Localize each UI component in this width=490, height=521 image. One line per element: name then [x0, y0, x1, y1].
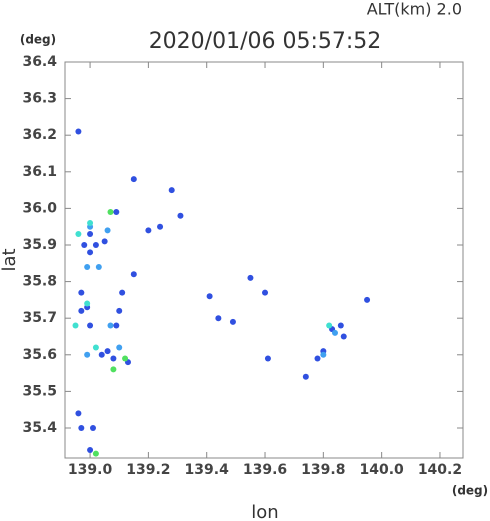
echo-point	[262, 289, 269, 296]
echo-point	[78, 424, 85, 431]
y-tick-label: 36.2	[22, 127, 57, 143]
subtitle: ALT(km) 2.0	[367, 0, 462, 19]
echo-point	[229, 318, 236, 325]
y-axis-label: lat	[0, 248, 20, 271]
x-tick-label: 139.8	[301, 462, 345, 478]
echo-point	[113, 209, 120, 216]
echo-point	[130, 271, 137, 278]
echo-point	[87, 220, 94, 227]
y-tick-label: 36.1	[22, 164, 57, 180]
echo-point	[89, 424, 96, 431]
echo-point	[302, 373, 309, 380]
echo-point	[122, 355, 129, 362]
echo-point	[87, 231, 94, 238]
echo-point	[337, 322, 344, 329]
x-tick-label: 140.0	[360, 462, 405, 478]
echo-point	[320, 351, 327, 358]
x-tick-label: 139.4	[185, 462, 230, 478]
echo-point	[78, 289, 85, 296]
x-unit: (deg)	[452, 484, 488, 498]
echo-point	[84, 351, 91, 358]
echo-point	[98, 351, 105, 358]
y-tick-label: 35.5	[22, 383, 57, 399]
y-tick-label: 36.0	[22, 200, 57, 216]
x-tick-label: 139.0	[68, 462, 113, 478]
echo-point	[110, 355, 117, 362]
echo-point	[104, 227, 111, 234]
echo-point	[364, 296, 371, 303]
x-tick-label: 139.6	[243, 462, 287, 478]
echo-point	[104, 348, 111, 355]
echo-point	[145, 227, 152, 234]
y-unit: (deg)	[20, 33, 56, 47]
echo-point	[81, 241, 88, 248]
x-tick-label: 139.2	[126, 462, 170, 478]
echo-point	[87, 249, 94, 256]
echo-point	[92, 450, 99, 457]
echo-point	[107, 209, 114, 216]
echo-point	[84, 300, 91, 307]
echo-point	[110, 366, 117, 373]
echo-point	[206, 293, 213, 300]
echo-point	[87, 446, 94, 453]
x-tick-label: 140.2	[418, 462, 462, 478]
y-tick-label: 35.9	[22, 237, 57, 253]
echo-point	[95, 263, 102, 270]
y-tick-label: 35.4	[22, 420, 57, 436]
echo-point	[340, 333, 347, 340]
echo-point	[215, 315, 222, 322]
echo-point	[247, 274, 254, 281]
plot-frame	[64, 61, 464, 459]
echo-point	[264, 355, 271, 362]
y-tick-label: 35.7	[22, 310, 57, 326]
echo-point	[130, 176, 137, 183]
echo-point	[87, 322, 94, 329]
echo-point	[116, 307, 123, 314]
echo-point	[314, 355, 321, 362]
echo-point	[326, 322, 333, 329]
echo-point	[168, 187, 175, 194]
echo-point	[107, 322, 114, 329]
x-axis-label: lon	[251, 502, 278, 521]
echo-point	[84, 263, 91, 270]
y-tick-label: 35.8	[22, 274, 57, 290]
echo-point	[75, 231, 82, 238]
echo-point	[331, 329, 338, 336]
echo-point	[157, 223, 164, 230]
y-tick-label: 36.3	[22, 91, 57, 107]
echo-point	[75, 128, 82, 135]
echo-point	[177, 212, 184, 219]
chart-title: 2020/01/06 05:57:52	[149, 29, 382, 54]
echo-point	[113, 322, 120, 329]
echo-point	[75, 410, 82, 417]
y-tick-label: 36.4	[22, 54, 57, 70]
echo-point	[92, 241, 99, 248]
y-tick-label: 35.6	[22, 347, 57, 363]
echo-point	[116, 344, 123, 351]
echo-point	[101, 238, 108, 245]
echo-point	[78, 307, 85, 314]
echo-point	[72, 322, 79, 329]
echo-point	[92, 344, 99, 351]
echo-point	[119, 289, 126, 296]
